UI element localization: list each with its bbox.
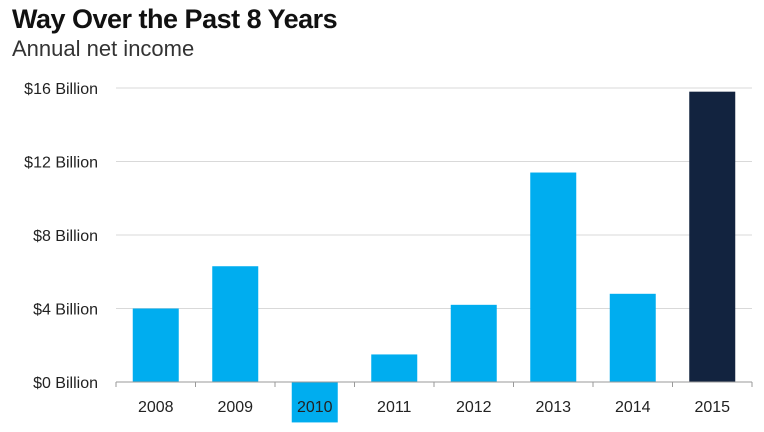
x-tick-label: 2013 (535, 399, 571, 416)
x-tick-label: 2009 (217, 399, 253, 416)
bar-2015 (689, 91, 736, 383)
bar-2014 (609, 293, 656, 382)
chart-subtitle: Annual net income (12, 36, 195, 61)
y-tick-label: $8 Billion (33, 228, 98, 245)
bar-2012 (450, 304, 497, 382)
bar-2010 (291, 382, 338, 423)
x-tick-label: 2015 (694, 399, 730, 416)
x-tick-label: 2011 (377, 399, 412, 416)
bar-2009 (212, 266, 259, 382)
y-tick-label: $16 Billion (24, 81, 98, 98)
y-tick-label: $0 Billion (33, 375, 98, 392)
y-tick-label: $4 Billion (33, 302, 98, 319)
chart-title: Way Over the Past 8 Years (12, 4, 338, 34)
x-tick-label: 2008 (138, 399, 174, 416)
y-tick-label: $12 Billion (24, 155, 98, 172)
bar-2013 (530, 172, 577, 382)
x-tick-label: 2014 (615, 399, 651, 416)
bar-2008 (132, 308, 179, 382)
x-tick-label: 2010 (297, 399, 333, 416)
bar-2011 (371, 354, 418, 382)
x-tick-label: 2012 (456, 399, 492, 416)
